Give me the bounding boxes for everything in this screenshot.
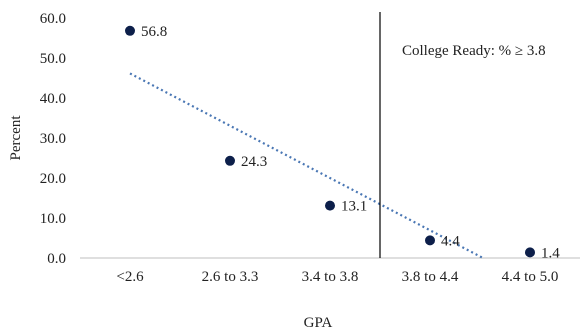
data-point: [525, 247, 535, 258]
y-tick-label: 0.0: [47, 251, 66, 267]
x-tick-label: 2.6 to 3.3: [202, 269, 259, 285]
data-points: 56.8 24.3 13.1 4.4 1.4: [125, 24, 560, 261]
y-tick-label: 40.0: [40, 91, 66, 107]
y-tick-label: 50.0: [40, 51, 66, 67]
x-axis-ticks: <2.6 2.6 to 3.3 3.4 to 3.8 3.8 to 4.4 4.4 to…: [116, 269, 558, 285]
data-label: 4.4: [441, 233, 460, 249]
x-tick-label: 3.8 to 4.4: [402, 269, 459, 285]
data-label: 13.1: [341, 199, 367, 215]
college-ready-label: College Ready: % ≥ 3.8: [402, 43, 546, 59]
data-label: 24.3: [241, 154, 267, 170]
y-tick-label: 10.0: [40, 211, 66, 227]
trendline: [129, 72, 484, 259]
y-axis-ticks: 0.0 10.0 20.0 30.0 40.0 50.0 60.0: [40, 11, 66, 267]
y-tick-label: 20.0: [40, 171, 66, 187]
x-axis-label: GPA: [304, 315, 333, 331]
x-tick-label: 3.4 to 3.8: [302, 269, 359, 285]
y-tick-label: 30.0: [40, 131, 66, 147]
data-point: [125, 25, 135, 36]
data-point: [225, 155, 235, 166]
data-point: [325, 200, 335, 211]
data-label: 56.8: [141, 24, 167, 40]
data-point: [425, 235, 435, 246]
data-label: 1.4: [541, 245, 560, 261]
y-tick-label: 60.0: [40, 11, 66, 27]
y-axis-label: Percent: [8, 115, 24, 161]
x-tick-label: 4.4 to 5.0: [502, 269, 559, 285]
x-tick-label: <2.6: [116, 269, 144, 285]
